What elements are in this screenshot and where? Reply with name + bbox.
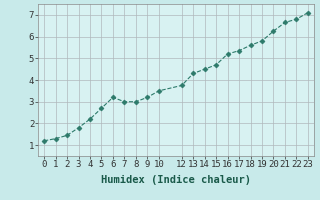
X-axis label: Humidex (Indice chaleur): Humidex (Indice chaleur) [101,175,251,185]
